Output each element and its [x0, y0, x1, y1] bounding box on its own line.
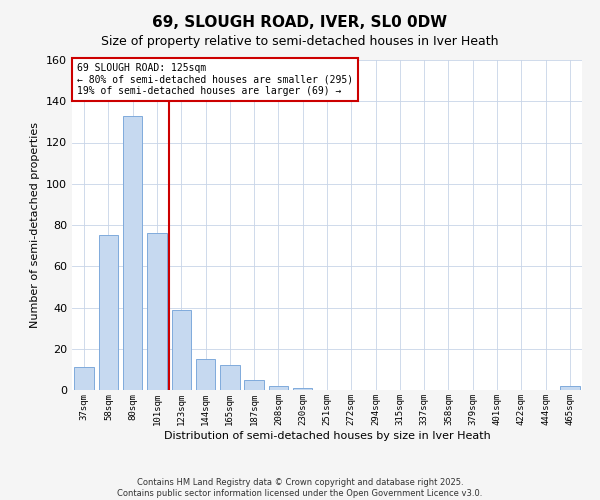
Bar [172, 310, 191, 390]
Bar [74, 368, 94, 390]
Text: Contains HM Land Registry data © Crown copyright and database right 2025.
Contai: Contains HM Land Registry data © Crown c… [118, 478, 482, 498]
Bar [293, 388, 313, 390]
Bar [220, 365, 239, 390]
Bar [196, 359, 215, 390]
Bar [244, 380, 264, 390]
Text: 69, SLOUGH ROAD, IVER, SL0 0DW: 69, SLOUGH ROAD, IVER, SL0 0DW [152, 15, 448, 30]
Bar [147, 233, 167, 390]
Bar [99, 236, 118, 390]
X-axis label: Distribution of semi-detached houses by size in Iver Heath: Distribution of semi-detached houses by … [164, 430, 490, 440]
Y-axis label: Number of semi-detached properties: Number of semi-detached properties [31, 122, 40, 328]
Text: Size of property relative to semi-detached houses in Iver Heath: Size of property relative to semi-detach… [101, 35, 499, 48]
Text: 69 SLOUGH ROAD: 125sqm
← 80% of semi-detached houses are smaller (295)
19% of se: 69 SLOUGH ROAD: 125sqm ← 80% of semi-det… [77, 64, 353, 96]
Bar [560, 386, 580, 390]
Bar [123, 116, 142, 390]
Bar [269, 386, 288, 390]
